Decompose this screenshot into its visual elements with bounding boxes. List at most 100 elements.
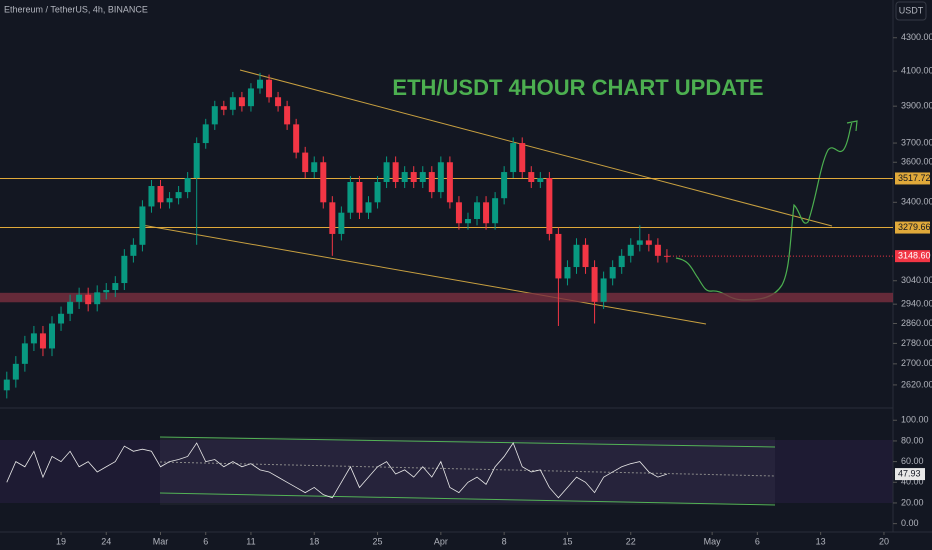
candle-body: [645, 240, 652, 245]
y-tick-label: 2700.00: [901, 358, 932, 368]
x-tick-label: 6: [755, 536, 760, 546]
candle-body: [501, 172, 508, 199]
y-tick-label: 40.00: [901, 477, 924, 487]
candle-body: [410, 172, 417, 182]
candle-body: [121, 255, 128, 284]
y-tick-label: 0.00: [901, 518, 919, 528]
y-tick-label: 3900.00: [901, 101, 932, 111]
candle-body: [94, 292, 101, 305]
candle-body: [555, 233, 562, 279]
candle-body: [166, 198, 173, 203]
candle-body: [329, 202, 336, 234]
rsi-channel-mid: [159, 461, 776, 477]
candle-body: [85, 294, 92, 305]
rsi-badge: [895, 468, 925, 481]
y-tick-label: 3040.00: [901, 275, 932, 285]
candle-body: [428, 172, 435, 193]
x-tick-label: 15: [562, 536, 572, 546]
y-tick-label: 20.00: [901, 497, 924, 507]
x-tick-label: Mar: [153, 536, 169, 546]
projection-path: [675, 120, 858, 301]
candle-body: [3, 379, 10, 391]
candle-body: [21, 343, 28, 364]
candle-body: [229, 97, 236, 110]
candle-body: [48, 323, 55, 349]
x-tick-label: 20: [879, 536, 889, 546]
x-tick-label: 19: [56, 536, 66, 546]
y-tick-label: 100.00: [901, 415, 929, 425]
candle-body: [519, 143, 526, 173]
candle-body: [528, 172, 535, 182]
level-badge: [895, 172, 930, 185]
x-tick-label: 13: [816, 536, 826, 546]
y-tick-label: 2860.00: [901, 318, 932, 328]
candle-body: [347, 181, 354, 213]
candle-body: [365, 202, 372, 213]
x-tick-label: Apr: [434, 536, 448, 546]
candle-body: [175, 192, 182, 199]
y-tick-label: 60.00: [901, 456, 924, 466]
rsi-channel-fill: [160, 437, 775, 505]
candle-body: [266, 79, 273, 98]
candle-body: [636, 240, 643, 245]
candle-body: [302, 152, 309, 173]
x-tick-label: 6: [203, 536, 208, 546]
y-tick-label: 2940.00: [901, 299, 932, 309]
candle-body: [202, 124, 209, 144]
rsi-channel-upper: [159, 436, 776, 448]
candle-body: [374, 181, 381, 203]
y-tick-label: 4100.00: [901, 65, 932, 75]
channel-lower: [141, 224, 707, 325]
y-tick-label: 2780.00: [901, 338, 932, 348]
candle-body: [293, 124, 300, 153]
x-tick-label: 24: [101, 536, 111, 546]
currency-button[interactable]: [895, 1, 927, 21]
candle-body: [12, 363, 19, 380]
candle-body: [492, 198, 499, 224]
candle-body: [67, 301, 74, 314]
candle-body: [157, 186, 164, 203]
candle-body: [39, 333, 46, 349]
x-tick-label: 18: [309, 536, 319, 546]
candle-body: [573, 244, 580, 268]
candle-body: [247, 88, 254, 107]
candle-body: [474, 202, 481, 219]
candle-body: [419, 172, 426, 182]
candle-body: [437, 162, 444, 193]
candle-body: [618, 255, 625, 268]
level-label: 3279.66: [898, 222, 931, 232]
candle-body: [591, 267, 598, 302]
candle-body: [546, 178, 553, 234]
candle-body: [184, 178, 191, 193]
rsi-channel-lower: [159, 492, 776, 506]
y-tick-label: 2620.00: [901, 379, 932, 389]
last-price-badge: [895, 250, 930, 263]
level-label: 3517.72: [898, 173, 931, 183]
x-tick-label: 8: [502, 536, 507, 546]
candle-body: [284, 106, 291, 125]
candle-body: [383, 162, 390, 182]
x-tick-label: 11: [246, 536, 255, 546]
candle-body: [58, 313, 65, 324]
candle-body: [256, 79, 263, 89]
candle-body: [609, 267, 616, 279]
rsi-label: 47.93: [898, 468, 921, 478]
candle-body: [76, 294, 83, 302]
y-tick-label: 3400.00: [901, 197, 932, 207]
y-tick-label: 80.00: [901, 435, 924, 445]
candle-body: [238, 97, 245, 107]
chart-title: ETH/USDT 4HOUR CHART UPDATE: [392, 75, 763, 100]
currency-label[interactable]: USDT: [899, 5, 924, 15]
candle-body: [483, 202, 490, 224]
candle-body: [139, 206, 146, 245]
candle-body: [537, 178, 544, 182]
candle-body: [627, 244, 634, 256]
candle-body: [510, 143, 517, 173]
candle-body: [320, 162, 327, 203]
symbol-header: Ethereum / TetherUS, 4h, BINANCE: [4, 4, 148, 14]
y-tick-label: 3700.00: [901, 137, 932, 147]
candle-body: [130, 244, 137, 256]
candle-body: [148, 186, 155, 207]
x-tick-label: May: [704, 536, 722, 546]
